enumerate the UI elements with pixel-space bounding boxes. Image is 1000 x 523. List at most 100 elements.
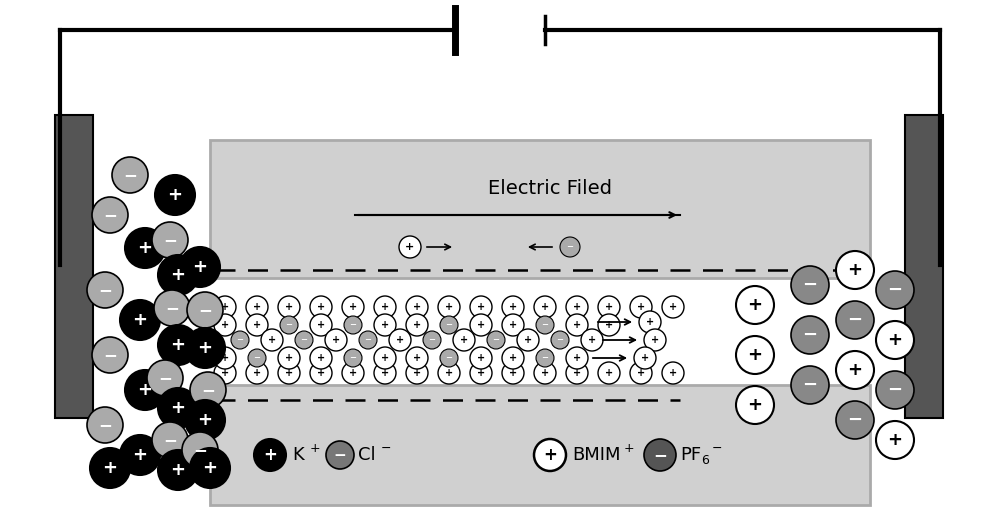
- Circle shape: [182, 432, 218, 468]
- Text: +: +: [381, 320, 389, 330]
- Circle shape: [154, 290, 190, 326]
- Circle shape: [214, 296, 236, 318]
- Circle shape: [502, 314, 524, 336]
- Text: +: +: [170, 266, 186, 284]
- Text: −: −: [492, 335, 500, 345]
- Circle shape: [187, 292, 223, 328]
- Text: +: +: [221, 302, 229, 312]
- Circle shape: [502, 347, 524, 369]
- Text: +: +: [573, 353, 581, 363]
- Circle shape: [438, 296, 460, 318]
- Circle shape: [359, 331, 377, 349]
- Text: +: +: [637, 302, 645, 312]
- Circle shape: [374, 314, 396, 336]
- Circle shape: [836, 401, 874, 439]
- Text: +: +: [445, 302, 453, 312]
- Circle shape: [536, 316, 554, 334]
- Circle shape: [791, 366, 829, 404]
- Text: +: +: [669, 368, 677, 378]
- Circle shape: [155, 175, 195, 215]
- Text: −: −: [802, 376, 818, 394]
- Circle shape: [876, 371, 914, 409]
- Circle shape: [374, 296, 396, 318]
- Circle shape: [190, 448, 230, 488]
- Text: +: +: [349, 368, 357, 378]
- Circle shape: [534, 439, 566, 471]
- Text: +: +: [132, 446, 148, 464]
- Circle shape: [112, 157, 148, 193]
- Circle shape: [125, 228, 165, 268]
- Circle shape: [566, 347, 588, 369]
- Circle shape: [470, 314, 492, 336]
- Text: +: +: [509, 320, 517, 330]
- Text: +: +: [573, 302, 581, 312]
- Text: −: −: [847, 411, 863, 429]
- Text: +: +: [381, 368, 389, 378]
- Circle shape: [190, 372, 226, 408]
- Circle shape: [406, 362, 428, 384]
- Text: +: +: [848, 261, 862, 279]
- Circle shape: [278, 362, 300, 384]
- Text: +: +: [317, 302, 325, 312]
- Text: +: +: [413, 320, 421, 330]
- Circle shape: [280, 316, 298, 334]
- Circle shape: [566, 296, 588, 318]
- Text: +: +: [477, 320, 485, 330]
- Circle shape: [180, 247, 220, 287]
- Circle shape: [598, 314, 620, 336]
- Text: −: −: [428, 335, 436, 345]
- Text: +: +: [573, 368, 581, 378]
- Text: +: +: [396, 335, 404, 345]
- Text: +: +: [637, 368, 645, 378]
- Text: −: −: [103, 206, 117, 224]
- Text: +: +: [170, 461, 186, 479]
- Circle shape: [453, 329, 475, 351]
- Text: +: +: [253, 302, 261, 312]
- Text: +: +: [888, 331, 902, 349]
- Text: +: +: [543, 446, 557, 464]
- Circle shape: [791, 316, 829, 354]
- Text: −: −: [201, 381, 215, 399]
- Bar: [210, 140, 870, 278]
- Text: −: −: [98, 281, 112, 299]
- Text: +: +: [138, 381, 152, 399]
- Circle shape: [261, 329, 283, 351]
- Text: K: K: [292, 446, 304, 464]
- Text: +: +: [641, 353, 649, 363]
- Text: +: +: [651, 335, 659, 345]
- Text: +: +: [848, 361, 862, 379]
- Circle shape: [630, 362, 652, 384]
- Text: +: +: [198, 411, 212, 429]
- Circle shape: [598, 296, 620, 318]
- Text: +: +: [317, 368, 325, 378]
- Circle shape: [374, 347, 396, 369]
- Circle shape: [598, 362, 620, 384]
- Text: −: −: [802, 326, 818, 344]
- Circle shape: [295, 331, 313, 349]
- Text: +: +: [202, 459, 218, 477]
- Circle shape: [325, 329, 347, 351]
- Circle shape: [406, 347, 428, 369]
- Circle shape: [342, 362, 364, 384]
- Circle shape: [440, 349, 458, 367]
- Circle shape: [152, 422, 188, 458]
- Text: +: +: [413, 353, 421, 363]
- Text: +: +: [509, 368, 517, 378]
- Text: +: +: [349, 302, 357, 312]
- Circle shape: [487, 331, 505, 349]
- Circle shape: [438, 362, 460, 384]
- Text: +: +: [405, 242, 415, 252]
- Text: +: +: [605, 302, 613, 312]
- Text: +: +: [170, 336, 186, 354]
- Text: −: −: [123, 166, 137, 184]
- Text: −: −: [163, 231, 177, 249]
- Text: −: −: [446, 321, 452, 329]
- Text: +: +: [285, 368, 293, 378]
- Circle shape: [470, 347, 492, 369]
- Circle shape: [876, 321, 914, 359]
- Text: +: +: [509, 302, 517, 312]
- Circle shape: [158, 450, 198, 490]
- Text: +: +: [310, 441, 321, 454]
- Text: +: +: [605, 320, 613, 330]
- Circle shape: [644, 329, 666, 351]
